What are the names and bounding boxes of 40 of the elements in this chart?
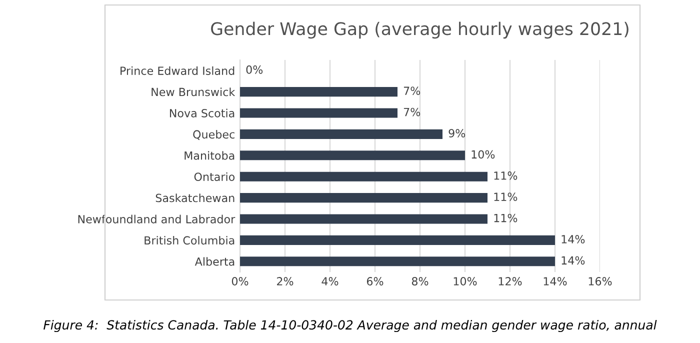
chart-title: Gender Wage Gap (average hourly wages 2021) bbox=[211, 22, 628, 39]
data-label: 11% bbox=[494, 214, 518, 222]
y-tick-label: Ontario bbox=[194, 172, 235, 181]
data-label: 9% bbox=[448, 129, 466, 138]
y-tick-label: British Columbia bbox=[144, 236, 234, 245]
data-label: 14% bbox=[562, 256, 585, 265]
caption: Figure 4: Statistics Canada. Table 14-10-0340-02 Average and median gender wage ratio, annual bbox=[44, 320, 657, 332]
x-tick-label: 0% bbox=[232, 277, 248, 286]
y-tick-label: Quebec bbox=[193, 130, 234, 140]
data-label: 7% bbox=[404, 86, 420, 96]
x-tick-label: 16% bbox=[588, 277, 612, 286]
bar bbox=[240, 214, 488, 224]
y-tick-label: Saskatchewan bbox=[156, 194, 234, 202]
bar bbox=[240, 87, 398, 97]
y-tick-label: New Brunswick bbox=[152, 88, 236, 96]
data-label: 14% bbox=[562, 235, 585, 244]
bar bbox=[240, 129, 442, 139]
bar bbox=[240, 108, 398, 118]
y-tick-label: Nova Scotia bbox=[170, 108, 234, 118]
x-tick-label: 10% bbox=[454, 277, 477, 286]
bar bbox=[240, 172, 488, 182]
bar bbox=[240, 256, 555, 266]
x-tick-label: 8% bbox=[412, 277, 428, 286]
data-label: 0% bbox=[246, 65, 263, 74]
x-tick-label: 4% bbox=[322, 277, 338, 286]
bar bbox=[240, 193, 488, 203]
y-tick-label: Prince Edward Island bbox=[120, 66, 234, 75]
data-label: 11% bbox=[494, 171, 518, 180]
data-label: 11% bbox=[494, 192, 518, 202]
x-tick-label: 2% bbox=[277, 277, 294, 286]
y-tick-label: Newfoundland and Labrador bbox=[78, 214, 236, 224]
y-tick-label: Manitoba bbox=[184, 151, 234, 160]
x-tick-label: 14% bbox=[544, 277, 567, 286]
bar bbox=[240, 150, 465, 160]
x-tick-label: 12% bbox=[498, 277, 522, 286]
data-label: 7% bbox=[404, 108, 420, 116]
y-tick-label: Alberta bbox=[194, 257, 234, 266]
x-tick-label: 6% bbox=[366, 277, 384, 286]
bar bbox=[240, 235, 555, 245]
data-label: 10% bbox=[472, 150, 495, 159]
